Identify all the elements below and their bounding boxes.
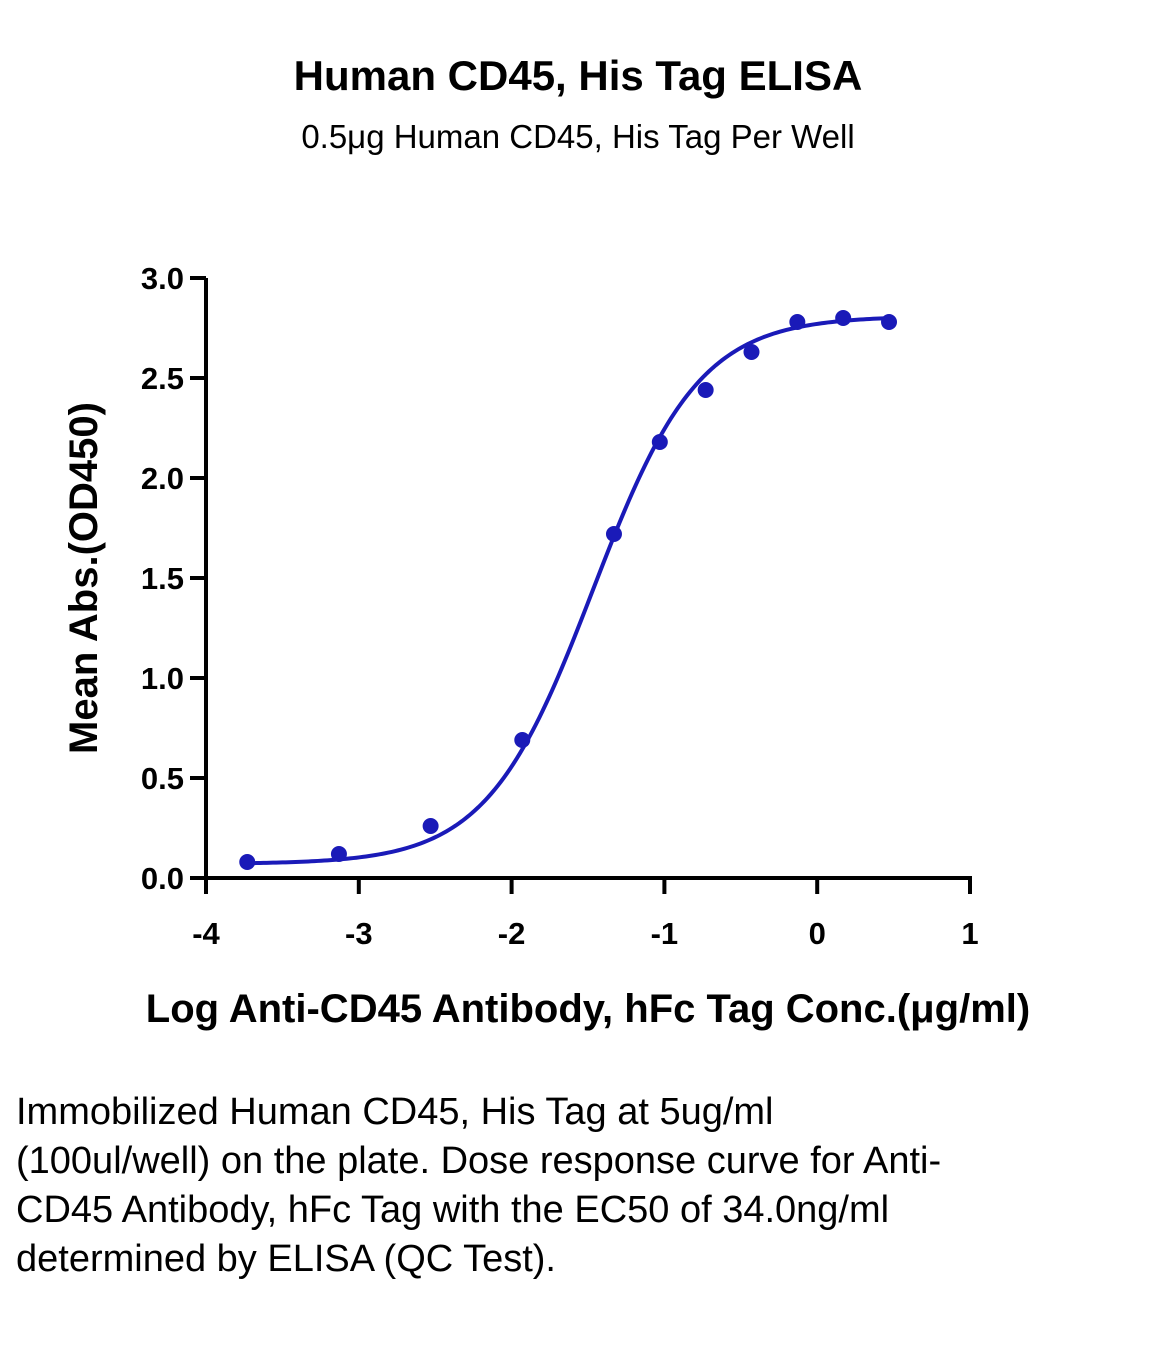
y-tick-label: 2.5 [141, 361, 184, 396]
x-tick-label: 1 [961, 916, 978, 951]
y-axis-label: Mean Abs.(OD450) [62, 402, 106, 754]
elisa-chart: 0.0 0.5 1.0 1.5 2.0 2.5 3.0 -4 -3 -2 -1 0 1 Mean Abs… [62, 261, 1030, 1031]
fit-curve [247, 316, 890, 866]
figure-caption: Immobilized Human CD45, His Tag at 5ug/m… [16, 1091, 942, 1280]
x-tick-label: 0 [809, 916, 826, 951]
data-point [422, 818, 439, 834]
data-point [605, 526, 622, 542]
y-tick-label: 3.0 [141, 261, 184, 296]
x-tick-label: -1 [651, 916, 679, 951]
y-tick-label: 0.0 [141, 861, 184, 896]
x-tick-label: -2 [498, 916, 526, 951]
chart-subtitle: 0.5μg Human CD45, His Tag Per Well [301, 118, 855, 155]
data-point [330, 846, 347, 862]
data-point [835, 310, 852, 326]
data-point [697, 382, 714, 398]
y-tick-label: 1.5 [141, 561, 184, 596]
data-point [651, 434, 668, 450]
x-tick-label: -4 [192, 916, 220, 951]
chart-title: Human CD45, His Tag ELISA [293, 52, 863, 99]
x-axis-label: Log Anti-CD45 Antibody, hFc Tag Conc.(μg… [146, 987, 1030, 1031]
data-point [514, 732, 531, 748]
data-point [881, 314, 898, 330]
data-point [239, 854, 256, 870]
data-point [789, 314, 806, 330]
data-points [239, 310, 898, 870]
y-tick-label: 1.0 [141, 661, 184, 696]
x-tick-label: -3 [345, 916, 373, 951]
y-tick-label: 2.0 [141, 461, 184, 496]
axes: 0.0 0.5 1.0 1.5 2.0 2.5 3.0 -4 -3 -2 -1 0 1 [141, 261, 979, 951]
y-tick-label: 0.5 [141, 761, 184, 796]
data-point [743, 344, 760, 360]
